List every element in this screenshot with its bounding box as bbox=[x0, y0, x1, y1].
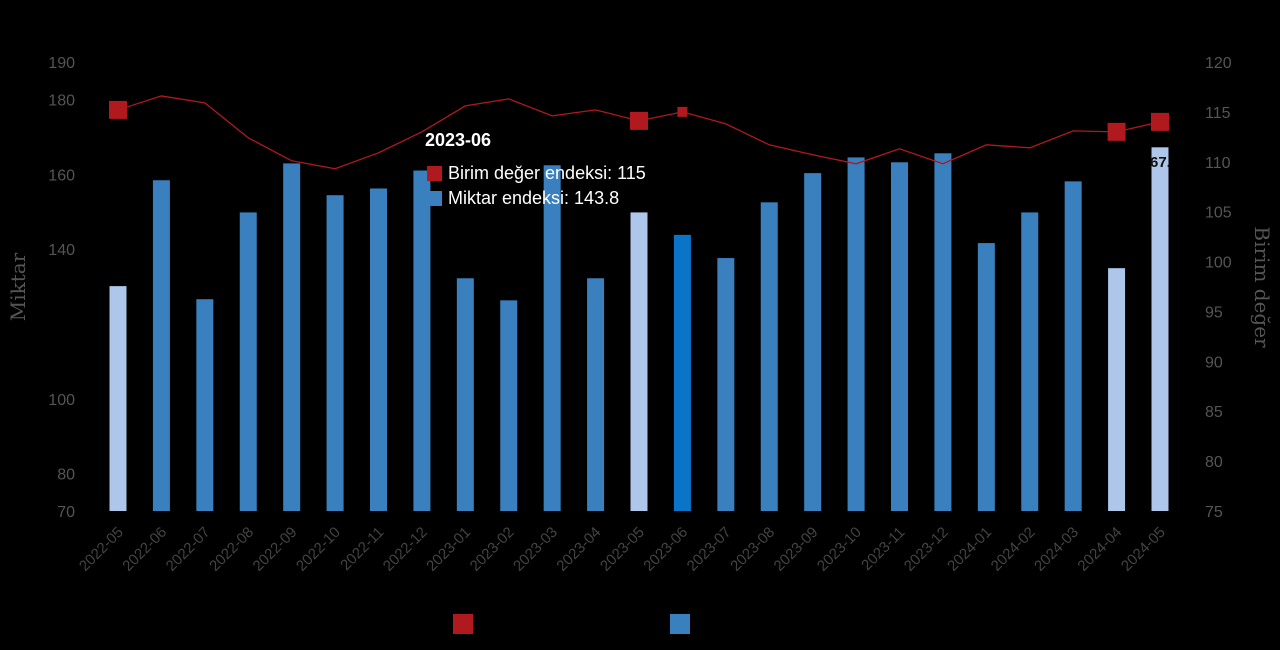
bar-2022-08[interactable] bbox=[239, 212, 257, 512]
y-tick-label: 80 bbox=[57, 467, 75, 484]
y-tick-label: 160 bbox=[48, 167, 75, 184]
data-label: 67. bbox=[1150, 154, 1171, 171]
y-tick-label: 140 bbox=[48, 242, 75, 259]
line-marker-2023-06[interactable] bbox=[677, 106, 688, 117]
x-tick-label: 2023-07 bbox=[684, 524, 735, 575]
bar-2022-07[interactable] bbox=[196, 299, 214, 511]
legend-birim-deger[interactable] bbox=[453, 614, 473, 634]
x-tick-label: 2022-06 bbox=[119, 524, 170, 575]
y2-axis-title: Birim değer bbox=[1250, 226, 1274, 348]
x-tick-label: 2023-01 bbox=[423, 524, 474, 575]
line-marker-2024-04[interactable] bbox=[1107, 122, 1126, 141]
bar-2024-03[interactable] bbox=[1064, 181, 1082, 511]
x-tick-label: 2023-11 bbox=[858, 524, 908, 574]
bar-2023-03[interactable] bbox=[543, 165, 561, 511]
bar-2024-02[interactable] bbox=[1021, 212, 1039, 512]
x-tick-label: 2022-05 bbox=[76, 524, 127, 575]
x-tick-label: 2023-03 bbox=[510, 524, 561, 575]
bar-2022-10[interactable] bbox=[326, 195, 344, 511]
y2-tick-label: 105 bbox=[1205, 205, 1232, 222]
line-birim-deger bbox=[117, 95, 1161, 170]
x-tick-label: 2024-01 bbox=[944, 524, 995, 575]
line-marker-2024-05[interactable] bbox=[1151, 112, 1169, 131]
bar-2023-02[interactable] bbox=[500, 300, 518, 511]
bar-2022-11[interactable] bbox=[370, 188, 387, 512]
bar-2023-12[interactable] bbox=[934, 153, 952, 511]
y-axis-title: Miktar bbox=[6, 252, 30, 321]
x-tick-label: 2024-05 bbox=[1118, 524, 1169, 575]
bar-2023-05[interactable] bbox=[630, 212, 648, 512]
legend-miktar[interactable] bbox=[670, 614, 690, 634]
x-tick-label: 2024-03 bbox=[1031, 524, 1082, 575]
bar-2024-01[interactable] bbox=[977, 243, 995, 511]
bar-2023-08[interactable] bbox=[760, 202, 778, 511]
bar-2023-04[interactable] bbox=[587, 278, 605, 511]
line-marker-2022-05[interactable] bbox=[109, 100, 127, 119]
x-tick-label: 2022-11 bbox=[337, 524, 387, 574]
line-marker-2023-05[interactable] bbox=[630, 111, 648, 130]
y-tick-label: 70 bbox=[57, 504, 75, 521]
y2-tick-label: 80 bbox=[1205, 454, 1223, 471]
y2-tick-label: 110 bbox=[1205, 155, 1231, 172]
y2-tick-label: 100 bbox=[1205, 255, 1232, 272]
x-tick-label: 2024-02 bbox=[988, 524, 1039, 575]
x-tick-label: 2023-08 bbox=[727, 524, 778, 575]
x-tick-label: 2023-05 bbox=[597, 524, 648, 575]
bar-2023-11[interactable] bbox=[891, 162, 908, 511]
x-tick-label: 2023-12 bbox=[901, 524, 952, 575]
bar-2023-06[interactable] bbox=[673, 234, 691, 512]
x-tick-label: 2023-02 bbox=[467, 524, 518, 575]
bar-2022-06[interactable] bbox=[152, 180, 170, 511]
y2-tick-label: 95 bbox=[1205, 304, 1223, 321]
y2-tick-label: 120 bbox=[1205, 55, 1232, 72]
y-tick-label: 190 bbox=[48, 55, 75, 72]
bar-2023-09[interactable] bbox=[804, 173, 822, 511]
bar-2023-10[interactable] bbox=[847, 157, 865, 511]
x-tick-label: 2023-10 bbox=[814, 524, 865, 575]
x-tick-label: 2023-06 bbox=[640, 524, 691, 575]
y2-tick-label: 75 bbox=[1205, 504, 1223, 521]
y2-tick-label: 85 bbox=[1205, 404, 1223, 421]
bar-2024-04[interactable] bbox=[1108, 268, 1126, 511]
y2-tick-label: 90 bbox=[1205, 354, 1223, 371]
x-tick-label: 2022-12 bbox=[380, 524, 431, 575]
bar-2022-12[interactable] bbox=[413, 170, 431, 511]
x-tick-label: 2022-09 bbox=[250, 524, 301, 575]
bar-2022-05[interactable] bbox=[109, 286, 127, 511]
x-tick-label: 2023-09 bbox=[771, 524, 822, 575]
x-tick-label: 2024-04 bbox=[1074, 524, 1125, 575]
y-tick-label: 100 bbox=[48, 392, 75, 409]
y-tick-label: 180 bbox=[48, 92, 75, 109]
x-tick-label: 2023-04 bbox=[553, 524, 604, 575]
bar-2022-09[interactable] bbox=[283, 163, 301, 511]
x-tick-label: 2022-10 bbox=[293, 524, 344, 575]
y2-tick-label: 115 bbox=[1205, 105, 1231, 122]
x-tick-label: 2022-08 bbox=[206, 524, 257, 575]
x-tick-label: 2022-07 bbox=[163, 524, 214, 575]
bar-2024-05[interactable] bbox=[1151, 147, 1169, 511]
bar-2023-01[interactable] bbox=[456, 278, 474, 511]
bar-2023-07[interactable] bbox=[717, 258, 735, 511]
